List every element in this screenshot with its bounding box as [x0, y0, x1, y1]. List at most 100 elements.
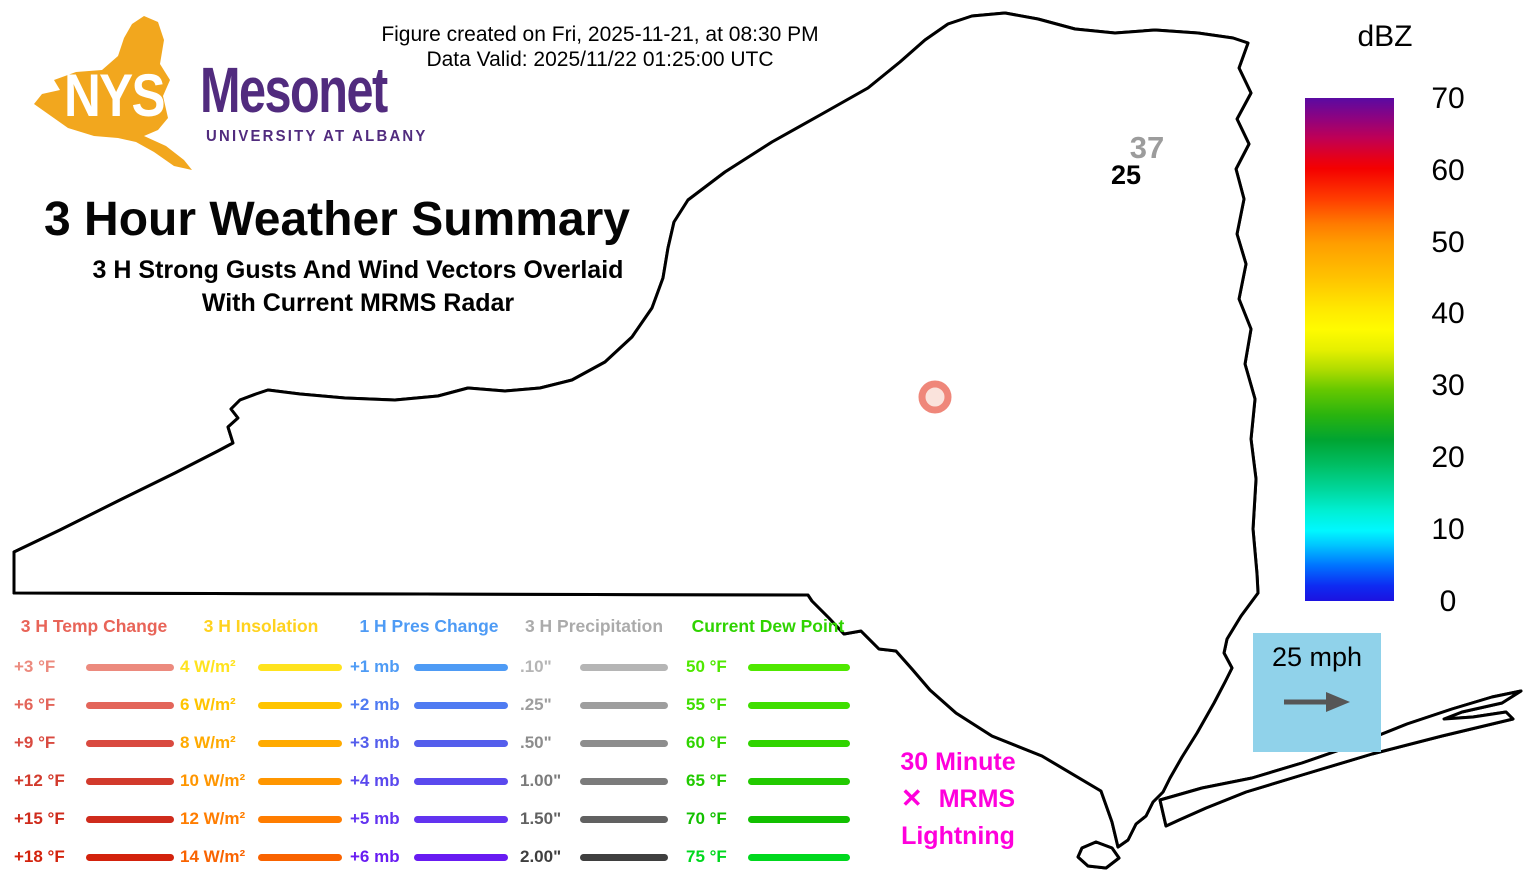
legend-column-title: 3 H Insolation [203, 616, 319, 636]
dbz-tick: 50 [1431, 225, 1465, 259]
legend-column: Current Dew Point 50 °F 55 °F 60 °F 65 °F 70 … [686, 616, 850, 876]
lightning-line-2: MRMS [938, 784, 1016, 813]
lightning-line-3: Lightning [901, 821, 1015, 850]
legend-row-label: .25" [520, 695, 552, 714]
legend-row-line [580, 815, 668, 823]
legend-row: 8 W/m² [180, 724, 342, 762]
legend-row-line [748, 663, 850, 671]
legend-row: 75 °F [686, 838, 850, 876]
legend-row-line [580, 663, 668, 671]
colorbar-title: dBZ [1357, 20, 1413, 53]
legend-row-line [414, 663, 508, 671]
dbz-colorbar [1305, 98, 1394, 601]
legend-row-label: +12 °F [14, 771, 65, 790]
dbz-tick: 70 [1431, 82, 1465, 115]
legend-row-label: 1.00" [520, 771, 562, 790]
legend-row-line [86, 853, 174, 861]
legend-row: +12 °F [14, 762, 174, 800]
legend-row-label: +5 mb [350, 809, 400, 828]
legend-column: 3 H Insolation 4 W/m² 6 W/m² 8 W/m² 10 W/m² 1… [180, 616, 342, 876]
legend-row: +3 °F [14, 648, 174, 686]
legend-row-line [258, 777, 342, 785]
wind-scale-arrow-icon [1284, 692, 1350, 712]
subtitle-line-1: 3 H Strong Gusts And Wind Vectors Overla… [92, 256, 624, 284]
legend-row-label: 1.50" [520, 809, 562, 828]
legend-column: 3 H Temp Change +3 °F +6 °F +9 °F +12 °F +15 … [14, 616, 174, 876]
legend-row: 6 W/m² [180, 686, 342, 724]
legend-row-label: 65 °F [686, 771, 727, 790]
legend-row: +6 °F [14, 686, 174, 724]
legend-row-line [414, 739, 508, 747]
dbz-ticks: 70 60 50 40 30 20 10 0 [1412, 82, 1484, 618]
data-valid-line: Data Valid: 2025/11/22 01:25:00 UTC [426, 48, 774, 72]
legend-row-line [414, 701, 508, 709]
legend-row-label: .50" [520, 733, 552, 752]
legend-row-line [414, 777, 508, 785]
logo-university: UNIVERSITY AT ALBANY [206, 128, 428, 145]
legend-row-label: 4 W/m² [180, 657, 236, 676]
logo-acronym: NYS [64, 62, 165, 129]
legend-row: 12 W/m² [180, 800, 342, 838]
legend-row: +15 °F [14, 800, 174, 838]
legend-column: 3 H Precipitation .10" .25" .50" 1.00" 1.50" 2… [520, 616, 668, 876]
legend-row-label: 75 °F [686, 847, 727, 866]
legend-row-line [258, 663, 342, 671]
legend-row-label: +18 °F [14, 847, 65, 866]
dbz-tick: 0 [1439, 584, 1457, 618]
dbz-tick: 40 [1431, 297, 1465, 331]
legend-row-line [580, 739, 668, 747]
legend-row-label: +2 mb [350, 695, 400, 714]
legend-row: 14 W/m² [180, 838, 342, 876]
legend-row: 2.00" [520, 838, 668, 876]
legend-row: +4 mb [350, 762, 508, 800]
subtitle-line-2: With Current MRMS Radar [201, 289, 515, 318]
nys-mesonet-logo: NYS Mesonet UNIVERSITY AT ALBANY [24, 6, 425, 182]
legend-row-line [580, 777, 668, 785]
legend-row-line [86, 701, 174, 709]
legend-row-line [580, 853, 668, 861]
legend-row: +3 mb [350, 724, 508, 762]
legend-row-label: 60 °F [686, 733, 727, 752]
legend-row: 55 °F [686, 686, 850, 724]
legend-row: +9 °F [14, 724, 174, 762]
legend-row-line [580, 701, 668, 709]
wind-scale-box: 25 mph [1253, 633, 1381, 752]
gust-label: 37 [1130, 130, 1164, 165]
figure-meta: Figure created on Fri, 2025-11-21, at 08… [300, 22, 900, 72]
legend-row-label: +6 °F [14, 695, 56, 714]
legend-row-label: 14 W/m² [180, 847, 246, 866]
legend-row-label: +6 mb [350, 847, 400, 866]
dbz-tick: 10 [1431, 512, 1465, 546]
legend-row-line [258, 853, 342, 861]
legend-row: +18 °F [14, 838, 174, 876]
legend-column-title: 1 H Pres Change [359, 616, 499, 636]
legend-row-label: +3 °F [14, 657, 56, 676]
legend-row-line [748, 739, 850, 747]
logo-name: Mesonet [200, 54, 388, 126]
legend-row: 1.00" [520, 762, 668, 800]
legend-row-line [748, 815, 850, 823]
legend-row-label: 6 W/m² [180, 695, 236, 714]
legend-row-line [258, 701, 342, 709]
title-block: 3 Hour Weather Summary 3 H Strong Gusts … [44, 192, 672, 320]
legend-row: 1.50" [520, 800, 668, 838]
legend-row-line [258, 815, 342, 823]
legend-row-label: 50 °F [686, 657, 727, 676]
legend-row: +2 mb [350, 686, 508, 724]
legend-row-label: +15 °F [14, 809, 65, 828]
legend-row: 70 °F [686, 800, 850, 838]
legend-row: +5 mb [350, 800, 508, 838]
lightning-legend: 30 Minute ✕ MRMS Lightning [858, 744, 1058, 854]
legend-row-line [748, 853, 850, 861]
wind-scale-label: 25 mph [1271, 642, 1363, 672]
legend-column-title: 3 H Precipitation [524, 616, 664, 636]
legend-row-line [86, 777, 174, 785]
legend-row: 65 °F [686, 762, 850, 800]
legend-row-label: 55 °F [686, 695, 727, 714]
legend-row: .25" [520, 686, 668, 724]
legend-row: 10 W/m² [180, 762, 342, 800]
legend-row-line [414, 815, 508, 823]
legend-row-label: +4 mb [350, 771, 400, 790]
